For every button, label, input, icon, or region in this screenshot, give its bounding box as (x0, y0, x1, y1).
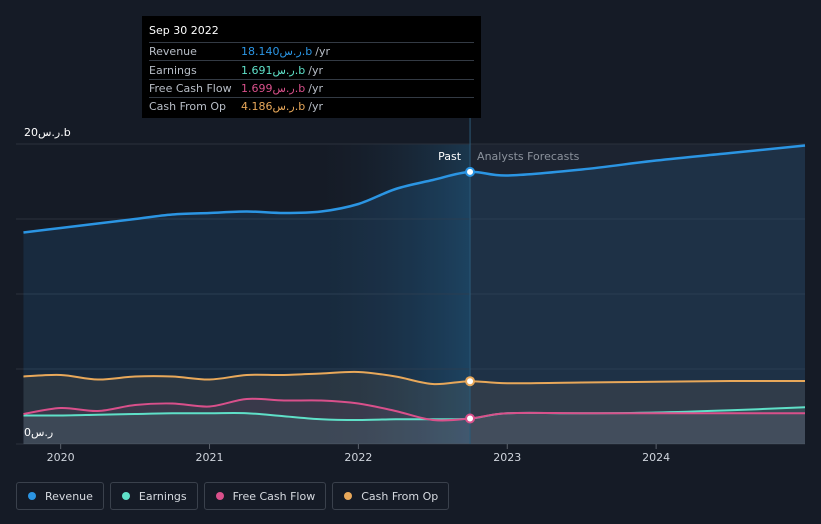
legend-label: Revenue (45, 489, 93, 503)
legend-dot-icon (215, 492, 224, 500)
tooltip-row-value: 18.140ر.س.b (241, 45, 313, 59)
tooltip: Sep 30 2022 Revenue 18.140ر.س.b/yr Earning… (142, 16, 481, 118)
legend-label: Free Cash Flow (232, 489, 316, 503)
tooltip-row-value: 1.691ر.س.b (241, 63, 306, 77)
tooltip-row-unit: /yr (308, 100, 323, 114)
y-tick-label-top: 20ر.س.b (24, 126, 71, 139)
legend: Revenue Earnings Free Cash Flow Cash From O… (16, 482, 450, 510)
free-cash-flow-line (23, 397, 805, 422)
legend-item-earnings[interactable]: Earnings (109, 482, 198, 510)
tooltip-row: Earnings 1.691ر.س.b/yr (149, 60, 474, 78)
grid-lines (16, 143, 805, 445)
tooltip-date: Sep 30 2022 (149, 24, 219, 37)
tooltip-row-value: 4.186ر.س.b (241, 100, 306, 114)
forecast-label: Analysts Forecasts (477, 150, 580, 163)
tooltip-row: Revenue 18.140ر.س.b/yr (149, 42, 474, 60)
tooltip-markers (465, 166, 476, 424)
series-lines (23, 144, 806, 422)
tooltip-row: Free Cash Flow 1.699ر.س.b/yr (149, 78, 474, 97)
tooltip-row-unit: /yr (315, 45, 330, 59)
legend-label: Cash From Op (361, 489, 439, 503)
cash-from-op-marker (465, 376, 476, 387)
free-cash-flow-marker (465, 413, 476, 424)
legend-item-free-cash-flow[interactable]: Free Cash Flow (203, 482, 327, 510)
legend-label: Earnings (138, 489, 187, 503)
tooltip-row: Cash From Op 4.186ر.س.b/yr (149, 97, 474, 115)
legend-dot-icon (344, 492, 353, 500)
tooltip-row-label: Free Cash Flow (149, 81, 232, 95)
legend-item-cash-from-op[interactable]: Cash From Op (332, 482, 450, 510)
x-tick-label-4: 2024 (642, 451, 670, 464)
x-tick-label-0: 2020 (47, 451, 75, 464)
tooltip-row-label: Cash From Op (149, 100, 227, 114)
x-axis-ticks: 2020 2021 2022 2023 2024 (47, 444, 670, 464)
tooltip-row-label: Revenue (149, 45, 197, 59)
cash-from-op-area (23, 371, 805, 444)
series-areas (23, 145, 805, 444)
x-tick-label-3: 2023 (493, 451, 521, 464)
revenue-marker (465, 166, 476, 177)
tooltip-row-label: Earnings (149, 63, 197, 77)
x-tick-label-1: 2021 (196, 451, 224, 464)
tooltip-row-unit: /yr (308, 81, 323, 95)
y-tick-label-bottom: 0ر.س (24, 426, 53, 439)
revenue-line (23, 144, 806, 234)
legend-dot-icon (121, 492, 130, 500)
revenue-area (23, 145, 805, 444)
legend-dot-icon (28, 492, 36, 500)
earnings-area (23, 407, 805, 444)
cash-from-op-line (23, 370, 806, 386)
tooltip-row-unit: /yr (308, 63, 323, 77)
past-label: Past (438, 150, 462, 163)
tooltip-row-value: 1.699ر.س.b (241, 81, 306, 95)
x-tick-label-2: 2022 (344, 451, 372, 464)
legend-item-revenue[interactable]: Revenue (16, 482, 104, 510)
free-cash-flow-area (23, 398, 805, 444)
